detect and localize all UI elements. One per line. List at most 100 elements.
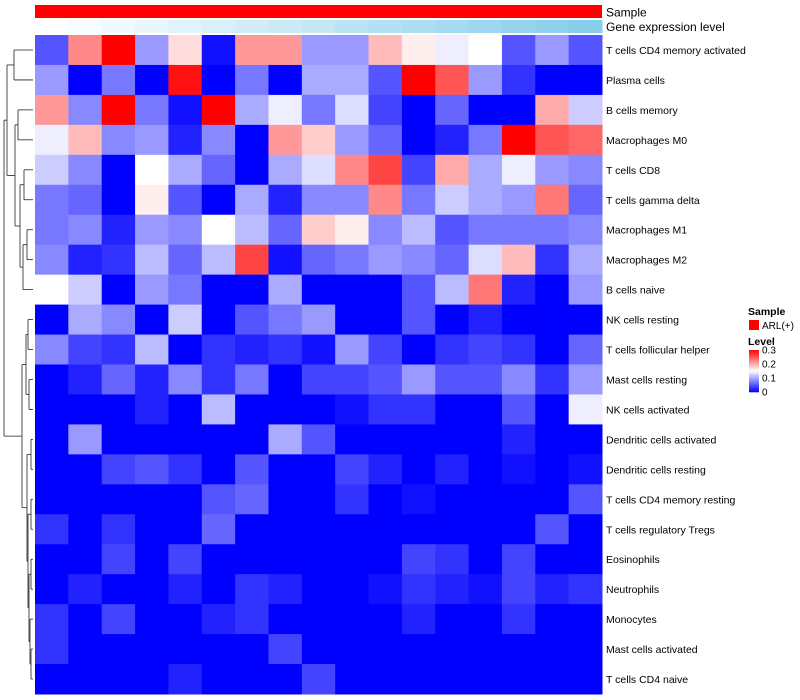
heatmap-cell xyxy=(235,514,269,545)
heatmap-cell xyxy=(168,364,203,395)
heatmap-cell xyxy=(268,364,303,395)
heatmap-cell xyxy=(68,124,103,156)
heatmap-cell xyxy=(235,64,269,96)
heatmap-cell xyxy=(68,424,103,455)
heatmap-cell xyxy=(301,304,336,336)
annotation-cell-expression xyxy=(335,20,370,33)
heatmap-cell xyxy=(235,304,269,336)
heatmap-cell xyxy=(201,664,236,695)
annotation-cell-expression xyxy=(301,20,336,33)
heatmap-cell xyxy=(368,64,403,96)
heatmap-cell xyxy=(435,484,470,515)
heatmap-cell xyxy=(135,454,169,485)
heatmap-cell xyxy=(568,94,603,126)
heatmap-cell xyxy=(435,154,470,186)
row-label: Dendritic cells activated xyxy=(606,434,716,446)
legend-colorbar-segment xyxy=(749,383,759,386)
legend-colorbar-segment xyxy=(749,368,759,370)
heatmap-cell xyxy=(268,634,303,665)
heatmap-cell xyxy=(301,214,336,246)
legend-level-ticks: 0.3 0.2 0.1 0 xyxy=(762,346,776,399)
heatmap-cell xyxy=(68,364,103,395)
heatmap-cell xyxy=(335,454,370,485)
legend-colorbar-segment xyxy=(749,355,759,358)
legend-level-colorbar xyxy=(749,350,759,393)
heatmap-cell xyxy=(301,154,336,186)
heatmap-cell xyxy=(335,574,370,605)
heatmap-cell xyxy=(201,544,236,575)
heatmap-cell xyxy=(301,484,336,515)
heatmap-cell xyxy=(168,574,203,605)
heatmap-cell xyxy=(468,514,503,545)
heatmap-cell xyxy=(368,634,403,665)
heatmap-cell xyxy=(535,454,570,485)
heatmap-cell xyxy=(468,484,503,515)
heatmap-cell xyxy=(135,664,169,695)
heatmap-cell xyxy=(335,274,370,306)
legend-colorbar-segment xyxy=(749,369,759,372)
heatmap-cell xyxy=(535,484,570,515)
legend-colorbar-segment xyxy=(749,358,759,361)
heatmap-cell xyxy=(335,514,370,545)
heatmap-cell xyxy=(201,334,236,365)
heatmap-cell xyxy=(35,184,69,216)
heatmap-cell xyxy=(235,244,269,276)
legend-colorbar-segment xyxy=(749,378,759,380)
heatmap-cell xyxy=(468,604,503,635)
heatmap-cell xyxy=(501,634,536,665)
heatmap-cell xyxy=(535,35,570,66)
row-label: Macrophages M1 xyxy=(606,225,687,237)
legend-colorbar-segment xyxy=(749,380,759,383)
heatmap-cell xyxy=(568,604,603,635)
heatmap-cell xyxy=(468,634,503,665)
legend-colorbar-segment xyxy=(749,371,759,373)
heatmap-cell xyxy=(35,124,69,156)
row-label: T cells CD4 memory resting xyxy=(606,494,735,506)
legend-colorbar-segment xyxy=(749,389,759,391)
heatmap-cell xyxy=(201,364,236,395)
heatmap-cell xyxy=(535,184,570,216)
heatmap-cell xyxy=(401,244,436,276)
heatmap-cell xyxy=(235,334,269,365)
heatmap-cell xyxy=(435,424,470,455)
heatmap-cell xyxy=(268,304,303,336)
row-label: Eosinophils xyxy=(606,554,660,566)
heatmap-cells xyxy=(35,35,603,695)
heatmap-cell xyxy=(68,244,103,276)
heatmap-cell xyxy=(401,454,436,485)
annotation-bars: Sample Gene expression level xyxy=(35,5,725,34)
heatmap-cell xyxy=(468,214,503,246)
heatmap-cell xyxy=(368,94,403,126)
heatmap-cell xyxy=(368,304,403,336)
heatmap-cell xyxy=(501,304,536,336)
heatmap-cell xyxy=(135,544,169,575)
heatmap-cell xyxy=(568,484,603,515)
heatmap-cell xyxy=(35,64,69,96)
heatmap-cell xyxy=(35,214,69,246)
heatmap-cell xyxy=(568,154,603,186)
row-label: Mast cells resting xyxy=(606,374,687,386)
heatmap-cell xyxy=(501,94,536,126)
heatmap-cell xyxy=(568,184,603,216)
heatmap-cell xyxy=(568,304,603,336)
heatmap-cell xyxy=(368,484,403,515)
heatmap-cell xyxy=(468,394,503,425)
heatmap-cell xyxy=(201,604,236,635)
heatmap-cell xyxy=(335,304,370,336)
annotation-cell-expression xyxy=(168,20,203,33)
row-label: Mast cells activated xyxy=(606,644,698,656)
heatmap-cell xyxy=(268,394,303,425)
legend-colorbar-segment xyxy=(749,372,759,375)
heatmap-cell xyxy=(35,274,69,306)
heatmap-cell xyxy=(35,484,69,515)
legend: Sample ARL(+) Level 0.3 0.2 0.1 0 xyxy=(748,306,794,399)
heatmap-cell xyxy=(335,35,370,66)
heatmap-cell xyxy=(368,244,403,276)
heatmap-cell xyxy=(168,304,203,336)
annotation-bar-sample xyxy=(35,5,602,18)
annotation-cell-expression xyxy=(235,20,269,33)
heatmap-cell xyxy=(68,274,103,306)
heatmap-cell xyxy=(468,124,503,156)
heatmap-cell xyxy=(168,484,203,515)
